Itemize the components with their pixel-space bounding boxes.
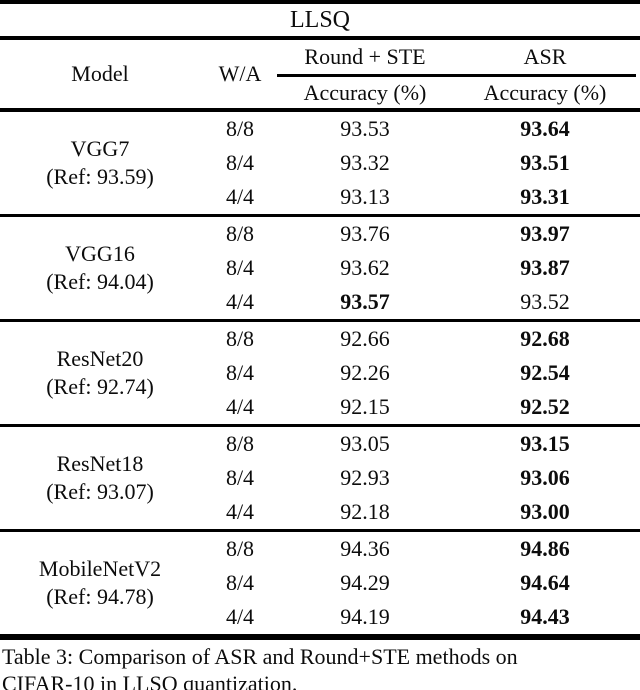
model-name: MobileNetV2 <box>38 556 162 581</box>
wa-cell: 4/4 <box>225 394 255 419</box>
model-ref: (Ref: 94.78) <box>46 584 154 609</box>
model-name: VGG16 <box>65 241 135 266</box>
round-ste-value: 93.76 <box>340 221 390 246</box>
asr-value: 92.54 <box>520 360 570 385</box>
model-name: ResNet20 <box>56 346 144 371</box>
asr-value: 93.00 <box>520 499 570 524</box>
wa-cell: 8/4 <box>225 255 255 280</box>
header-asr-accuracy: Accuracy (%) <box>483 79 607 105</box>
caption-line-1: Table 3: Comparison of ASR and Round+STE… <box>2 644 518 669</box>
asr-value: 93.15 <box>520 431 570 456</box>
model-ref: (Ref: 92.74) <box>46 374 154 399</box>
model-ref: (Ref: 94.04) <box>46 269 154 294</box>
wa-cell: 8/8 <box>225 536 255 561</box>
bottom-rule <box>0 634 640 640</box>
table-header: Model W/A Round + STE ASR Accuracy (%) A… <box>0 40 640 108</box>
asr-value: 93.31 <box>520 184 570 209</box>
asr-value: 93.87 <box>520 255 570 280</box>
asr-value: 93.64 <box>520 116 570 141</box>
asr-value: 93.51 <box>520 150 570 175</box>
cmidrule <box>277 74 636 77</box>
model-group-resnet20: ResNet20 (Ref: 92.74) 8/8 92.66 92.68 8/… <box>0 322 640 424</box>
round-ste-value: 92.15 <box>340 394 390 419</box>
round-ste-value: 92.93 <box>340 465 390 490</box>
model-group-resnet18: ResNet18 (Ref: 93.07) 8/8 93.05 93.15 8/… <box>0 427 640 529</box>
asr-value: 94.43 <box>520 604 570 629</box>
asr-value: 92.68 <box>520 326 570 351</box>
asr-value: 94.86 <box>520 536 570 561</box>
header-rule <box>0 108 640 112</box>
wa-cell: 4/4 <box>225 184 255 209</box>
title-rule <box>0 36 640 40</box>
wa-cell: 4/4 <box>225 289 255 314</box>
round-ste-value: 94.29 <box>340 570 390 595</box>
wa-cell: 4/4 <box>225 604 255 629</box>
model-cell: ResNet18 (Ref: 93.07) <box>0 427 200 529</box>
wa-cell: 8/8 <box>225 221 255 246</box>
wa-cell: 8/4 <box>225 570 255 595</box>
wa-cell: 8/8 <box>225 431 255 456</box>
asr-value: 92.52 <box>520 394 570 419</box>
header-methods-block: Round + STE ASR Accuracy (%) Accuracy (%… <box>277 40 640 108</box>
model-cell: VGG7 (Ref: 93.59) <box>0 112 200 214</box>
round-ste-value: 93.57 <box>340 289 390 314</box>
table-caption: Table 3: Comparison of ASR and Round+STE… <box>0 643 640 690</box>
round-ste-value: 93.32 <box>340 150 390 175</box>
top-rule <box>0 0 640 4</box>
model-ref: (Ref: 93.59) <box>46 164 154 189</box>
model-cell: VGG16 (Ref: 94.04) <box>0 217 200 319</box>
model-cell: MobileNetV2 (Ref: 94.78) <box>0 532 200 634</box>
header-round-ste: Round + STE <box>304 44 426 69</box>
model-ref: (Ref: 93.07) <box>46 479 154 504</box>
round-ste-value: 94.19 <box>340 604 390 629</box>
round-ste-value: 92.26 <box>340 360 390 385</box>
group-separator-rule <box>0 214 640 217</box>
model-cell: ResNet20 (Ref: 92.74) <box>0 322 200 424</box>
model-group-vgg7: VGG7 (Ref: 93.59) 8/8 93.53 93.64 8/4 93… <box>0 112 640 214</box>
asr-value: 94.64 <box>520 570 570 595</box>
asr-value: 93.06 <box>520 465 570 490</box>
round-ste-value: 92.66 <box>340 326 390 351</box>
wa-cell: 8/4 <box>225 150 255 175</box>
wa-cell: 4/4 <box>225 499 255 524</box>
group-separator-rule <box>0 319 640 322</box>
wa-cell: 8/4 <box>225 465 255 490</box>
wa-cell: 8/8 <box>225 326 255 351</box>
asr-value: 93.97 <box>520 221 570 246</box>
header-round-ste-accuracy: Accuracy (%) <box>303 79 427 105</box>
wa-cell: 8/8 <box>225 116 255 141</box>
round-ste-value: 93.62 <box>340 255 390 280</box>
group-separator-rule <box>0 424 640 427</box>
header-model: Model <box>71 61 129 86</box>
wa-cell: 8/4 <box>225 360 255 385</box>
table-title: LLSQ <box>290 7 350 33</box>
header-wa: W/A <box>218 61 262 86</box>
header-asr: ASR <box>523 44 567 69</box>
round-ste-value: 92.18 <box>340 499 390 524</box>
group-separator-rule <box>0 529 640 532</box>
round-ste-value: 93.13 <box>340 184 390 209</box>
asr-value: 93.52 <box>520 289 570 314</box>
model-name: VGG7 <box>70 136 130 161</box>
round-ste-value: 93.05 <box>340 431 390 456</box>
round-ste-value: 93.53 <box>340 116 390 141</box>
round-ste-value: 94.36 <box>340 536 390 561</box>
model-group-mobilenetv2: MobileNetV2 (Ref: 94.78) 8/8 94.36 94.86… <box>0 532 640 634</box>
model-group-vgg16: VGG16 (Ref: 94.04) 8/8 93.76 93.97 8/4 9… <box>0 217 640 319</box>
caption-line-2: CIFAR-10 in LLSQ quantization. <box>2 671 298 690</box>
model-name: ResNet18 <box>56 451 144 476</box>
